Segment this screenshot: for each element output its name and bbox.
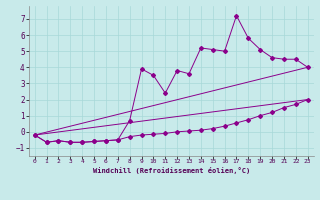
X-axis label: Windchill (Refroidissement éolien,°C): Windchill (Refroidissement éolien,°C) <box>92 167 250 174</box>
